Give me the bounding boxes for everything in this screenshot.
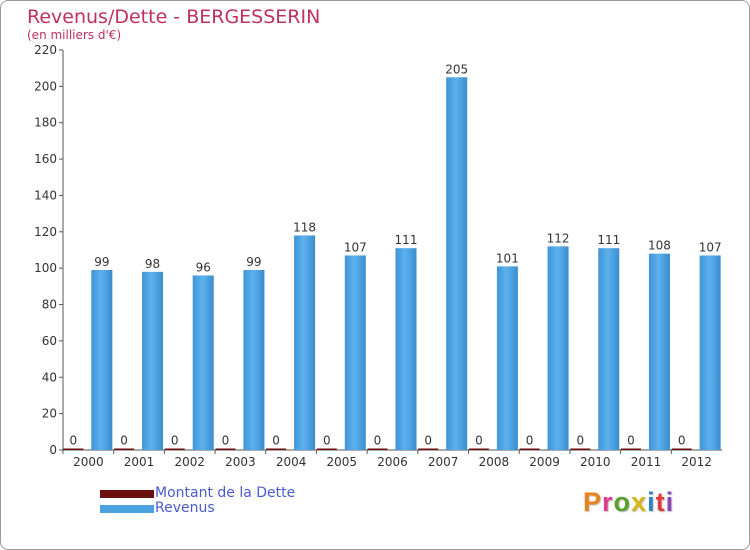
x-tick-label: 2005 [327, 455, 358, 469]
y-tick-label: 80 [42, 298, 57, 312]
logo-letter: o [613, 487, 632, 517]
bar-revenus [294, 235, 316, 450]
proxiti-logo: Proxiti [583, 487, 674, 518]
data-label-dette: 0 [171, 434, 179, 448]
y-tick-label: 60 [42, 334, 57, 348]
data-label-dette: 0 [678, 434, 686, 448]
bar-dette [164, 448, 185, 450]
bar-dette [620, 448, 641, 450]
y-tick-label: 140 [34, 188, 57, 202]
labels: 0 99 0 98 0 96 0 99 0 118 0 107 0 111 0 205 0 101 0 112 0 111… [70, 62, 722, 447]
bar-revenus [344, 255, 366, 450]
logo-letter: i [647, 487, 656, 517]
bar-dette [367, 448, 388, 450]
x-tick-label: 2004 [276, 455, 307, 469]
axes: 0 20 40 60 80 100 120 140 160 180 200 220 2000 2001 20… [34, 43, 722, 469]
bar-revenus [699, 255, 721, 450]
bar-revenus [598, 248, 620, 450]
bar-dette [468, 448, 489, 450]
y-tick-label: 160 [34, 152, 57, 166]
logo-letter: P [583, 487, 603, 517]
x-tick-label: 2010 [580, 455, 611, 469]
data-label-dette: 0 [323, 434, 331, 448]
bar-dette [570, 448, 591, 450]
logo-letter: r [602, 487, 614, 517]
bar-revenus [192, 275, 214, 450]
legend-label-dette: Montant de la Dette [155, 485, 296, 501]
y-tick-label: 200 [34, 79, 57, 93]
data-label-dette: 0 [475, 434, 483, 448]
bar-dette [519, 448, 540, 450]
x-tick-label: 2012 [681, 455, 712, 469]
data-label-dette: 0 [120, 434, 128, 448]
bar-revenus [446, 77, 468, 450]
logo-letter: t [655, 487, 666, 517]
data-label-dette: 0 [526, 434, 534, 448]
bar-dette [316, 448, 337, 450]
x-tick-label: 2002 [174, 455, 205, 469]
x-tick-label: 2001 [124, 455, 155, 469]
bar-dette [114, 448, 135, 450]
bar-dette [63, 448, 84, 450]
data-label-dette: 0 [374, 434, 382, 448]
data-label-dette: 0 [627, 434, 635, 448]
data-label-revenus: 108 [648, 239, 671, 253]
chart-title: Revenus/Dette - BERGESSERIN [27, 6, 321, 28]
data-label-revenus: 101 [496, 251, 519, 265]
data-label-revenus: 99 [94, 255, 109, 269]
bar-revenus [547, 246, 569, 450]
x-tick-label: 2011 [631, 455, 662, 469]
data-label-revenus: 112 [547, 231, 570, 245]
logo-letter: x [631, 487, 648, 517]
data-label-revenus: 98 [145, 257, 160, 271]
logo-letter: i [665, 487, 675, 517]
x-tick-label: 2007 [428, 455, 459, 469]
data-label-dette: 0 [424, 434, 432, 448]
bar-dette [266, 448, 287, 450]
bar-revenus [243, 270, 265, 450]
chart-subtitle: (en milliers d'€) [27, 28, 122, 42]
data-label-dette: 0 [222, 434, 230, 448]
legend-label-revenus: Revenus [155, 500, 215, 516]
x-tick-label: 2000 [73, 455, 104, 469]
data-label-dette: 0 [272, 434, 280, 448]
x-tick-label: 2006 [377, 455, 408, 469]
bar-dette [215, 448, 236, 450]
x-tick-label: 2009 [529, 455, 560, 469]
data-label-revenus: 118 [293, 220, 316, 234]
y-tick-label: 20 [42, 407, 57, 421]
y-tick-label: 220 [34, 43, 57, 57]
bar-revenus [395, 248, 417, 450]
bars [63, 77, 721, 450]
x-tick-label: 2008 [479, 455, 510, 469]
y-tick-label: 40 [42, 370, 57, 384]
bar-revenus [91, 270, 113, 450]
legend-swatch-revenus [100, 505, 154, 513]
data-label-dette: 0 [70, 434, 78, 448]
bar-revenus [142, 271, 164, 450]
data-label-revenus: 107 [699, 240, 722, 254]
y-tick-label: 180 [34, 116, 57, 130]
data-label-revenus: 107 [344, 240, 367, 254]
bar-dette [671, 448, 692, 450]
bar-dette [418, 448, 439, 450]
legend-swatch-dette [100, 490, 154, 498]
bar-revenus [648, 253, 670, 450]
data-label-revenus: 96 [196, 260, 211, 274]
y-tick-label: 100 [34, 261, 57, 275]
y-tick-label: 0 [49, 443, 57, 457]
data-label-revenus: 205 [445, 62, 468, 76]
data-label-revenus: 99 [246, 255, 261, 269]
y-tick-label: 120 [34, 225, 57, 239]
data-label-revenus: 111 [395, 233, 418, 247]
data-label-dette: 0 [576, 434, 584, 448]
bar-revenus [496, 266, 518, 450]
data-label-revenus: 111 [597, 233, 620, 247]
x-tick-label: 2003 [225, 455, 256, 469]
